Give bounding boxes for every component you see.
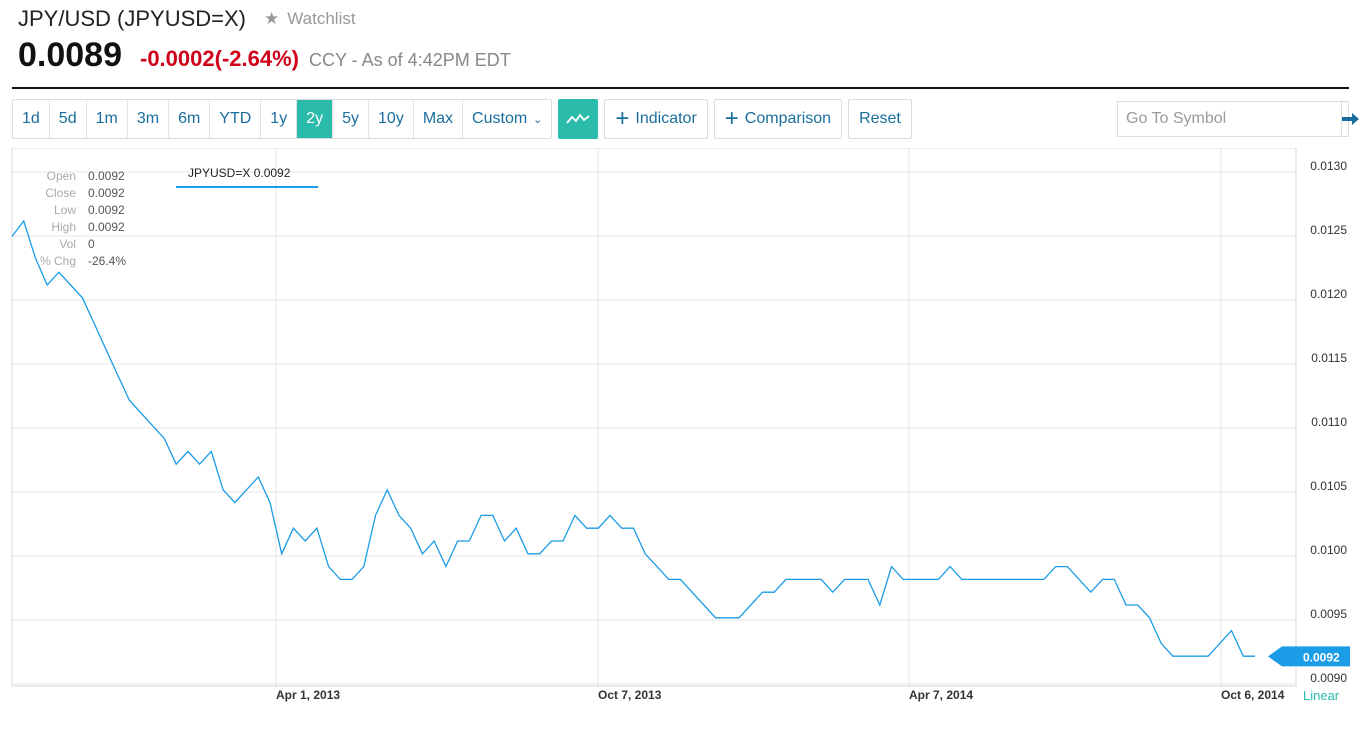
tooltip-pctchg-label: % Chg — [40, 254, 76, 268]
tooltip-close-label: Close — [45, 186, 76, 200]
title-row: JPY/USD (JPYUSD=X) ★ Watchlist — [18, 6, 356, 32]
comparison-label: Comparison — [744, 110, 832, 127]
plus-icon: + — [724, 105, 739, 132]
range-button-1m[interactable]: 1m — [86, 100, 128, 138]
page-title: JPY/USD (JPYUSD=X) — [18, 6, 246, 31]
tooltip-high-value: 0.0092 — [88, 220, 125, 234]
last-value-badge — [1268, 646, 1350, 667]
current-price: 0.0089 — [18, 36, 122, 74]
last-value-marker: 0.0092 — [1268, 646, 1350, 667]
chart-grid — [11, 147, 1297, 688]
last-value-label: 0.0092 — [1303, 650, 1340, 664]
tooltip-series-label: JPYUSD=X 0.0092 — [188, 166, 291, 180]
x-tick-label: Apr 1, 2013 — [276, 688, 340, 702]
tooltip-close-value: 0.0092 — [88, 186, 125, 200]
tooltip-open-value: 0.0092 — [88, 169, 125, 183]
x-tick-label: Apr 7, 2014 — [909, 688, 973, 702]
range-button-10y[interactable]: 10y — [369, 100, 414, 138]
chart-toolbar: 1d 5d 1m 3m 6m YTD 1y 2y 5y 10y Max Custom ⌄ + Ind… — [12, 99, 912, 139]
range-button-3m[interactable]: 3m — [127, 100, 170, 138]
chevron-down-icon: ⌄ — [533, 113, 543, 126]
range-button-6m[interactable]: 6m — [169, 100, 211, 138]
price-change-pct: (-2.64%) — [214, 46, 299, 71]
y-tick-label: 0.0120 — [1310, 287, 1347, 301]
price-change-value: -0.0002 — [140, 46, 215, 71]
y-tick-label: 0.0100 — [1310, 543, 1347, 557]
y-tick-label: 0.0105 — [1310, 479, 1347, 493]
reset-label: Reset — [859, 110, 901, 127]
chart-type-button[interactable] — [558, 99, 599, 139]
indicator-button[interactable]: + Indicator — [604, 99, 708, 139]
indicator-label: Indicator — [635, 110, 697, 127]
watchlist-label: Watchlist — [287, 9, 356, 28]
y-tick-label: 0.0095 — [1310, 607, 1347, 621]
tooltip-pctchg-value: -26.4% — [88, 254, 126, 268]
price-change: -0.0002(-2.64%) — [140, 46, 299, 72]
range-button-1d[interactable]: 1d — [13, 100, 50, 138]
custom-range-button[interactable]: Custom ⌄ — [463, 100, 552, 138]
x-axis: Apr 1, 2013 Oct 7, 2013 Apr 7, 2014 Oct 6, … — [276, 688, 1285, 702]
y-tick-label: 0.0110 — [1311, 415, 1347, 429]
goto-symbol-input[interactable] — [1118, 102, 1341, 136]
y-tick-label: 0.0125 — [1310, 223, 1347, 237]
custom-range-label: Custom — [472, 110, 528, 127]
header-divider — [12, 87, 1349, 89]
series-line — [11, 219, 1255, 657]
plus-icon: + — [615, 105, 630, 132]
quote-meta: CCY - As of 4:42PM EDT — [308, 50, 511, 70]
scale-label[interactable]: Linear — [1303, 688, 1340, 703]
range-button-ytd[interactable]: YTD — [210, 100, 262, 138]
quote-row: 0.0089 -0.0002(-2.64%) CCY - As of 4:42P… — [18, 36, 511, 75]
comparison-button[interactable]: + Comparison — [713, 99, 843, 139]
goto-symbol — [1117, 101, 1359, 137]
range-button-2y[interactable]: 2y — [297, 100, 334, 138]
series-layer — [11, 219, 1255, 657]
y-tick-label: 0.0090 — [1310, 671, 1347, 685]
tooltip-low-label: Low — [54, 203, 76, 217]
line-chart-icon — [566, 113, 590, 124]
go-button[interactable] — [1341, 102, 1360, 136]
watchlist-button[interactable]: ★ Watchlist — [264, 9, 356, 29]
range-selector: 1d 5d 1m 3m 6m YTD 1y 2y 5y 10y Max Custom ⌄ — [12, 99, 553, 139]
x-tick-label: Oct 7, 2013 — [598, 688, 662, 702]
y-axis: 0.0130 0.0125 0.0120 0.0115 0.0110 0.0105 0.01… — [1310, 159, 1347, 685]
range-button-1y[interactable]: 1y — [261, 100, 298, 138]
tooltip-vol-label: Vol — [59, 237, 76, 251]
x-tick-label: Oct 6, 2014 — [1221, 688, 1285, 702]
plot-frame — [11, 147, 1297, 687]
range-button-5d[interactable]: 5d — [49, 100, 87, 138]
tooltip-panel: JPYUSD=X 0.0092 Open 0.0092 Close 0.0092… — [40, 166, 318, 268]
arrow-right-icon — [1342, 113, 1359, 125]
tooltip-low-value: 0.0092 — [88, 203, 125, 217]
tooltip-high-label: High — [51, 220, 76, 234]
chart-area: 0.0130 0.0125 0.0120 0.0115 0.0110 0.0105 0.01… — [0, 147, 1362, 726]
range-button-max[interactable]: Max — [413, 100, 464, 138]
reset-button[interactable]: Reset — [848, 99, 912, 139]
price-chart[interactable]: 0.0130 0.0125 0.0120 0.0115 0.0110 0.0105 0.01… — [0, 147, 1362, 726]
y-tick-label: 0.0130 — [1310, 159, 1347, 173]
tooltip-open-label: Open — [47, 169, 76, 183]
tooltip-vol-value: 0 — [88, 237, 95, 251]
range-button-5y[interactable]: 5y — [333, 100, 370, 138]
star-icon: ★ — [264, 9, 280, 28]
y-tick-label: 0.0115 — [1311, 351, 1347, 365]
